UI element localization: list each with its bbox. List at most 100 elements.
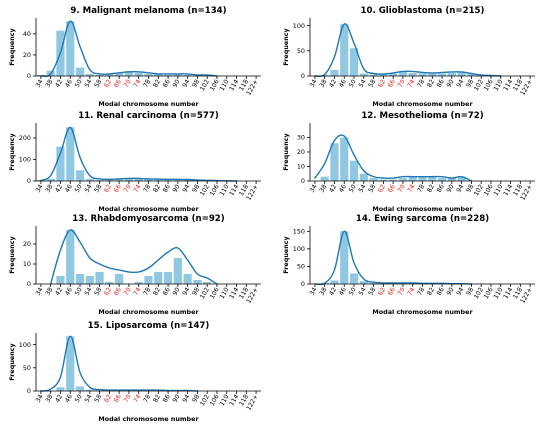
x-tick-label: 62 <box>103 183 113 193</box>
x-tick-label: 50 <box>74 183 84 193</box>
x-tick-label: 66 <box>387 183 397 193</box>
bar <box>163 74 173 76</box>
x-tick-label: 86 <box>436 78 446 88</box>
bar <box>340 137 349 181</box>
x-tick-label: 38 <box>44 286 54 296</box>
x-tick-label: 106 <box>483 78 495 92</box>
y-axis-label: Frequency <box>8 235 16 273</box>
bar <box>66 336 75 391</box>
x-tick-label: 102 <box>199 183 211 197</box>
x-tick-label: 98 <box>191 78 201 88</box>
x-tick-label: 86 <box>162 286 172 296</box>
bar <box>144 179 153 181</box>
bar <box>95 179 104 181</box>
x-tick-label: 78 <box>142 393 152 403</box>
x-axis-label: Modal chromosome number <box>98 415 199 423</box>
bar <box>95 74 104 76</box>
x-tick-label: 78 <box>142 286 152 296</box>
y-tick-label: 30 <box>297 134 305 142</box>
y-tick-label: 10 <box>297 163 305 171</box>
y-tick-label: 20 <box>23 51 31 59</box>
x-tick-label: 114 <box>228 78 240 92</box>
x-tick-label: 118 <box>512 286 524 300</box>
x-tick-label: 34 <box>35 286 45 296</box>
bar <box>75 67 85 76</box>
bar <box>75 274 85 284</box>
x-tick-label: 90 <box>172 286 182 296</box>
x-tick-label: 94 <box>181 286 191 296</box>
panel-title: 14. Ewing sarcoma (n=228) <box>356 214 489 224</box>
x-tick-label: 102 <box>473 183 485 197</box>
bar <box>398 71 408 76</box>
x-tick-label: 62 <box>377 286 387 296</box>
x-tick-label: 106 <box>209 183 221 197</box>
y-tick-label: 50 <box>23 364 31 372</box>
y-tick-label: 40 <box>23 30 31 38</box>
bar <box>75 170 85 181</box>
bar <box>349 273 359 284</box>
bar <box>203 282 212 284</box>
x-tick-label: 90 <box>446 286 456 296</box>
bar <box>359 73 368 76</box>
bar <box>173 179 182 181</box>
y-tick-label: 100 <box>293 22 305 30</box>
x-tick-label: 46 <box>64 286 74 296</box>
bar <box>173 73 182 76</box>
x-tick-label: 74 <box>406 183 416 193</box>
x-tick-label: 62 <box>103 78 113 88</box>
x-tick-label: 78 <box>416 78 426 88</box>
x-tick-label: 94 <box>455 78 465 88</box>
bar <box>389 179 398 181</box>
x-tick-label: 94 <box>181 78 191 88</box>
y-tick-label: 0 <box>301 280 305 288</box>
x-tick-label: 46 <box>64 393 74 403</box>
x-tick-label: 58 <box>93 286 103 296</box>
x-tick-label: 78 <box>416 183 426 193</box>
x-tick-label: 38 <box>44 78 54 88</box>
bar <box>144 276 153 284</box>
x-tick-label: 34 <box>309 78 319 88</box>
x-tick-label: 66 <box>113 393 123 403</box>
bar <box>330 69 339 76</box>
x-tick-label: 86 <box>162 78 172 88</box>
x-tick-label: 114 <box>228 393 240 407</box>
bar <box>437 73 447 76</box>
x-tick-label: 54 <box>358 286 368 296</box>
x-tick-label: 94 <box>181 183 191 193</box>
bar <box>124 178 134 181</box>
bar <box>85 276 94 284</box>
x-tick-label: 74 <box>406 78 416 88</box>
density-curve-line <box>314 230 473 286</box>
x-tick-label: 74 <box>132 78 142 88</box>
x-tick-label: 58 <box>93 78 103 88</box>
x-tick-label: 78 <box>416 286 426 296</box>
chart-panel-11: 0 100 200 34 38 42 46 50 54 58 62 66 70 74 78 82 86 90 94 9… <box>8 111 261 213</box>
bar <box>134 282 143 284</box>
x-tick-label: 34 <box>309 183 319 193</box>
bar <box>437 178 447 181</box>
x-tick-label: 46 <box>338 286 348 296</box>
x-axis-label: Modal chromosome number <box>372 205 473 213</box>
bar <box>379 179 388 181</box>
x-tick-label: 82 <box>426 286 436 296</box>
bar <box>340 24 349 76</box>
x-tick-label: 118 <box>238 78 250 92</box>
bar <box>115 72 124 76</box>
bar <box>85 389 94 391</box>
bar <box>134 178 143 181</box>
x-tick-label: 110 <box>219 78 231 92</box>
x-tick-label: 90 <box>446 183 456 193</box>
x-tick-label: 46 <box>64 183 74 193</box>
x-axis-label: Modal chromosome number <box>372 308 473 316</box>
bar <box>56 146 65 181</box>
bar <box>369 74 378 76</box>
bar <box>408 176 417 181</box>
x-tick-label: 62 <box>103 393 113 403</box>
y-tick-label: 200 <box>19 134 31 142</box>
panel-title: 9. Malignant melanoma (n=134) <box>70 6 226 16</box>
x-tick-label: 58 <box>93 183 103 193</box>
y-tick-label: 100 <box>293 245 305 253</box>
